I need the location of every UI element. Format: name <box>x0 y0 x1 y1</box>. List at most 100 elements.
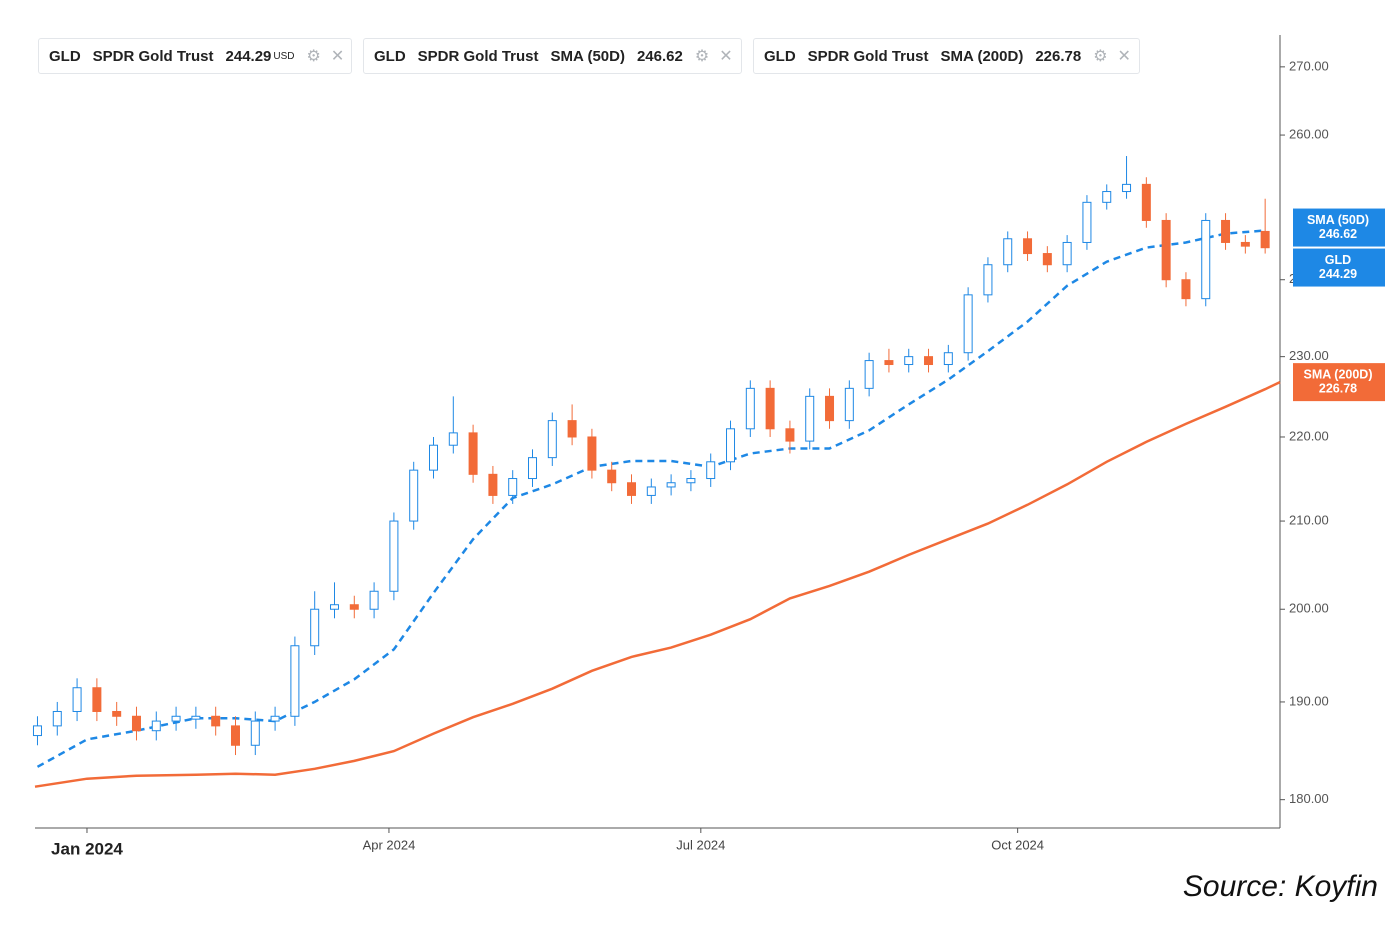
legend-chip[interactable]: GLD SPDR Gold Trust SMA (200D) 226.78 ⚙ … <box>753 38 1140 74</box>
x-tick-label: Apr 2024 <box>363 837 416 852</box>
candle-body <box>468 432 478 475</box>
candle-body <box>528 457 538 480</box>
candle-body <box>666 482 676 488</box>
candle-body <box>1240 241 1250 247</box>
legend-ticker: GLD <box>49 47 81 65</box>
candle-body <box>1062 241 1072 266</box>
candle-body <box>72 687 82 712</box>
candle-body <box>1023 238 1033 255</box>
candle-body <box>1201 219 1211 300</box>
price-badge <box>1293 248 1385 287</box>
close-icon[interactable]: ✕ <box>1117 48 1131 65</box>
candle-body <box>607 469 617 484</box>
candle-body <box>290 645 300 717</box>
candle-body <box>1141 183 1151 221</box>
settings-icon[interactable]: ⚙ <box>306 48 321 65</box>
x-tick-label: Oct 2024 <box>991 837 1044 852</box>
y-tick-label: 270.00 <box>1289 58 1329 73</box>
legend-description: SPDR Gold Trust <box>417 47 539 65</box>
candle-body <box>151 720 161 732</box>
candle-body <box>409 469 419 522</box>
candle-body <box>32 725 42 737</box>
candle-body <box>1260 230 1270 249</box>
candle-body <box>765 387 775 430</box>
close-icon[interactable]: ✕ <box>330 48 345 65</box>
candle-body <box>171 715 181 722</box>
candle-body <box>904 356 914 366</box>
badge-value: 246.62 <box>1319 227 1357 241</box>
price-badge <box>1293 208 1385 247</box>
legend-value: 244.29 <box>225 47 272 65</box>
y-tick-label: 220.00 <box>1289 428 1329 443</box>
candle-body <box>92 687 102 712</box>
candle-body <box>785 428 795 442</box>
candle-body <box>52 710 62 727</box>
y-tick-label: 190.00 <box>1289 693 1329 708</box>
candle-body <box>389 520 399 592</box>
legend-unit: USD <box>273 50 295 62</box>
candle-body <box>983 264 993 296</box>
candle-body <box>448 432 458 446</box>
candle-body <box>112 710 122 717</box>
candle-body <box>230 725 240 746</box>
y-tick-label: 200.00 <box>1289 601 1329 616</box>
candle-body <box>547 420 557 459</box>
candle-body <box>745 387 755 430</box>
candle-body <box>1102 191 1112 203</box>
candle-body <box>844 387 854 422</box>
legend-description: SPDR Gold Trust <box>92 47 214 65</box>
candle-body <box>488 473 498 496</box>
legend-value: 246.62 <box>636 47 683 65</box>
candle-body <box>1122 183 1132 193</box>
candle-body <box>587 436 597 471</box>
candle-body <box>943 352 953 366</box>
candle-body <box>924 356 934 366</box>
candle-body <box>1161 219 1171 281</box>
y-tick-label: 230.00 <box>1289 348 1329 363</box>
candle-body <box>825 395 835 422</box>
legend-chip[interactable]: GLD SPDR Gold Trust SMA (50D) 246.62 ⚙ ✕ <box>363 38 742 74</box>
legend-chip[interactable]: GLD SPDR Gold Trust 244.29 USD ⚙ ✕ <box>38 38 352 74</box>
candle-body <box>567 420 577 438</box>
candle-body <box>349 604 359 610</box>
legend-ticker: GLD <box>374 47 406 65</box>
y-tick-label: 210.00 <box>1289 512 1329 527</box>
legend-indicator: SMA (50D) <box>550 47 625 65</box>
candle-body <box>805 395 815 442</box>
badge-label: GLD <box>1325 253 1351 267</box>
candle-body <box>864 360 874 389</box>
candle-body <box>310 608 320 647</box>
candle-body <box>706 461 716 480</box>
candle-body <box>1042 253 1052 266</box>
candle-body <box>250 720 260 746</box>
x-tick-label: Jan 2024 <box>51 839 123 858</box>
settings-icon[interactable]: ⚙ <box>1093 48 1108 65</box>
close-icon[interactable]: ✕ <box>719 48 733 65</box>
candle-body <box>1181 279 1191 300</box>
source-note: Source: Koyfin <box>1182 870 1378 903</box>
candle-body <box>627 482 637 496</box>
legend-indicator: SMA (200D) <box>940 47 1024 65</box>
y-tick-label: 180.00 <box>1289 791 1329 806</box>
legend-ticker: GLD <box>764 47 796 65</box>
x-tick-label: Jul 2024 <box>676 837 725 852</box>
candle-body <box>508 478 518 496</box>
candle-body <box>963 294 973 354</box>
settings-icon[interactable]: ⚙ <box>694 48 710 65</box>
candle-body <box>1221 219 1231 243</box>
legend-description: SPDR Gold Trust <box>807 47 929 65</box>
candle-body <box>686 478 696 484</box>
badge-label: SMA (200D) <box>1304 367 1373 381</box>
candle-body <box>369 590 379 610</box>
badge-value: 244.29 <box>1319 267 1357 281</box>
badge-label: SMA (50D) <box>1307 213 1369 227</box>
candle-body <box>884 360 894 366</box>
candle-body <box>1003 238 1013 266</box>
candle-body <box>646 486 656 496</box>
badge-value: 226.78 <box>1319 381 1357 395</box>
price-badge <box>1293 363 1385 402</box>
candle-body <box>211 715 221 727</box>
y-tick-label: 260.00 <box>1289 126 1329 141</box>
